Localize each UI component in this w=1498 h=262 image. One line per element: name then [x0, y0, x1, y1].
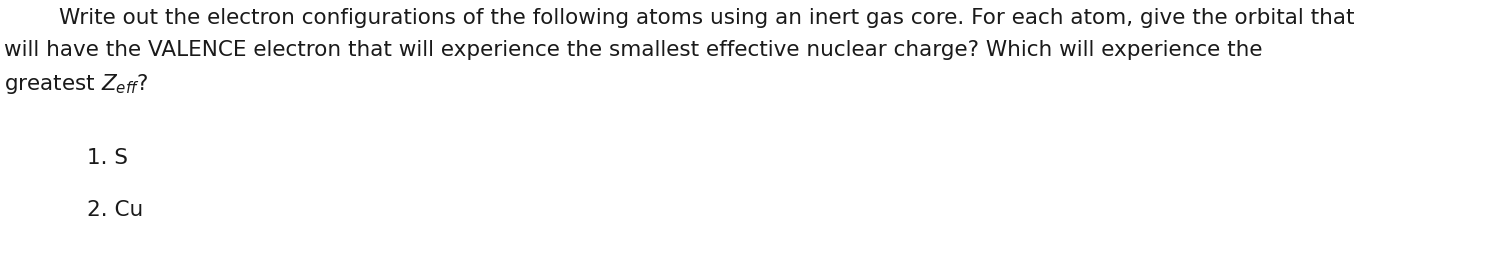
Text: 1. S: 1. S — [87, 148, 127, 168]
Text: will have the VALENCE electron that will experience the smallest effective nucle: will have the VALENCE electron that will… — [4, 40, 1263, 60]
Text: 2. Cu: 2. Cu — [87, 200, 144, 220]
Text: Write out the electron configurations of the following atoms using an inert gas : Write out the electron configurations of… — [4, 8, 1356, 28]
Text: greatest $Z_\mathit{eff}$?: greatest $Z_\mathit{eff}$? — [4, 72, 148, 96]
